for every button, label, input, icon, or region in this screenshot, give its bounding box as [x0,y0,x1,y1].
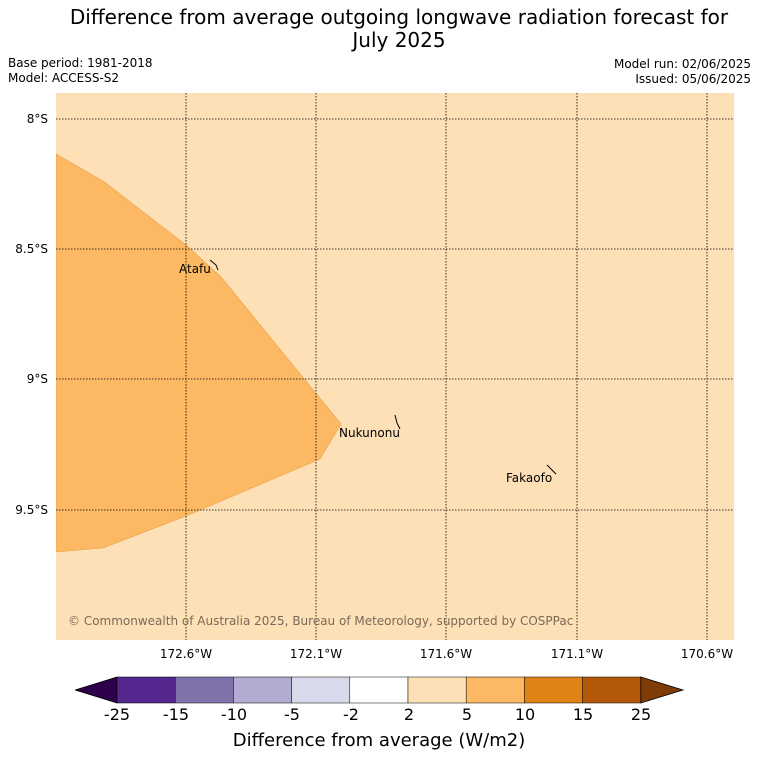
base-period: Base period: 1981-2018 [8,56,153,70]
meta-right: Model run: 02/06/2025 Issued: 05/06/2025 [614,57,751,87]
island-label-fakaofo: Fakaofo [506,471,553,485]
model-name: Model: ACCESS-S2 [8,71,120,85]
model-run: Model run: 02/06/2025 [613,57,751,71]
colorbar-tick-5: 2 [403,705,415,724]
colorbar-segment-4 [349,676,409,704]
colorbar-tick-8: 15 [572,705,594,724]
colorbar-tick-0: -25 [103,705,131,724]
anomaly-region-5-10 [56,153,342,553]
lon-label-172-1: 172.1°W [289,647,343,661]
island-label-nukunonu: Nukunonu [339,426,400,440]
colorbar-extend-under [75,676,118,704]
nukunonu-coastline [394,414,401,430]
fakaofo-coastline [546,464,557,475]
lat-label-9-5: 9.5°S [15,503,48,517]
lon-label-170-6: 170.6°W [680,647,734,661]
lon-label-171-1: 171.1°W [550,647,604,661]
colorbar-tick-7: 10 [514,705,536,724]
lon-label-171-6: 171.6°W [419,647,473,661]
colorbar-segment-5 [407,676,467,704]
chart-title: Difference from average outgoing longwav… [0,6,758,52]
map-panel [56,93,734,640]
colorbar-segment-7 [524,676,583,704]
colorbar-segment-8 [582,676,642,704]
colorbar-segment-6 [465,676,525,704]
meta-left: Base period: 1981-2018 Model: ACCESS-S2 [8,56,153,86]
colorbar-tick-3: -5 [284,705,300,724]
gridlines [56,93,734,640]
colorbar-extend-over [640,676,685,704]
title-line-1: Difference from average outgoing longwav… [69,5,729,29]
lat-label-8: 8°S [26,112,48,126]
lat-label-9: 9°S [26,372,48,386]
colorbar-segment-2 [233,676,292,704]
colorbar-tick-6: 5 [461,705,473,724]
issued-date: Issued: 05/06/2025 [635,72,751,86]
colorbar-segment-0 [116,676,176,704]
colorbar-title: Difference from average (W/m2) [232,730,526,751]
colorbar-tick-4: -2 [343,705,359,724]
copyright-notice: © Commonwealth of Australia 2025, Bureau… [68,614,574,628]
colorbar-tick-1: -15 [162,705,190,724]
atafu-coastline [209,259,219,271]
lat-label-8-5: 8.5°S [15,242,48,256]
colorbar-segment-3 [291,676,351,704]
colorbar-tick-9: 25 [630,705,652,724]
colorbar-segment-1 [174,676,234,704]
lon-label-172-6: 172.6°W [159,647,213,661]
colorbar-tick-2: -10 [220,705,248,724]
title-line-2: July 2025 [352,28,446,52]
island-label-atafu: Atafu [179,262,211,276]
colorbar [75,676,685,704]
